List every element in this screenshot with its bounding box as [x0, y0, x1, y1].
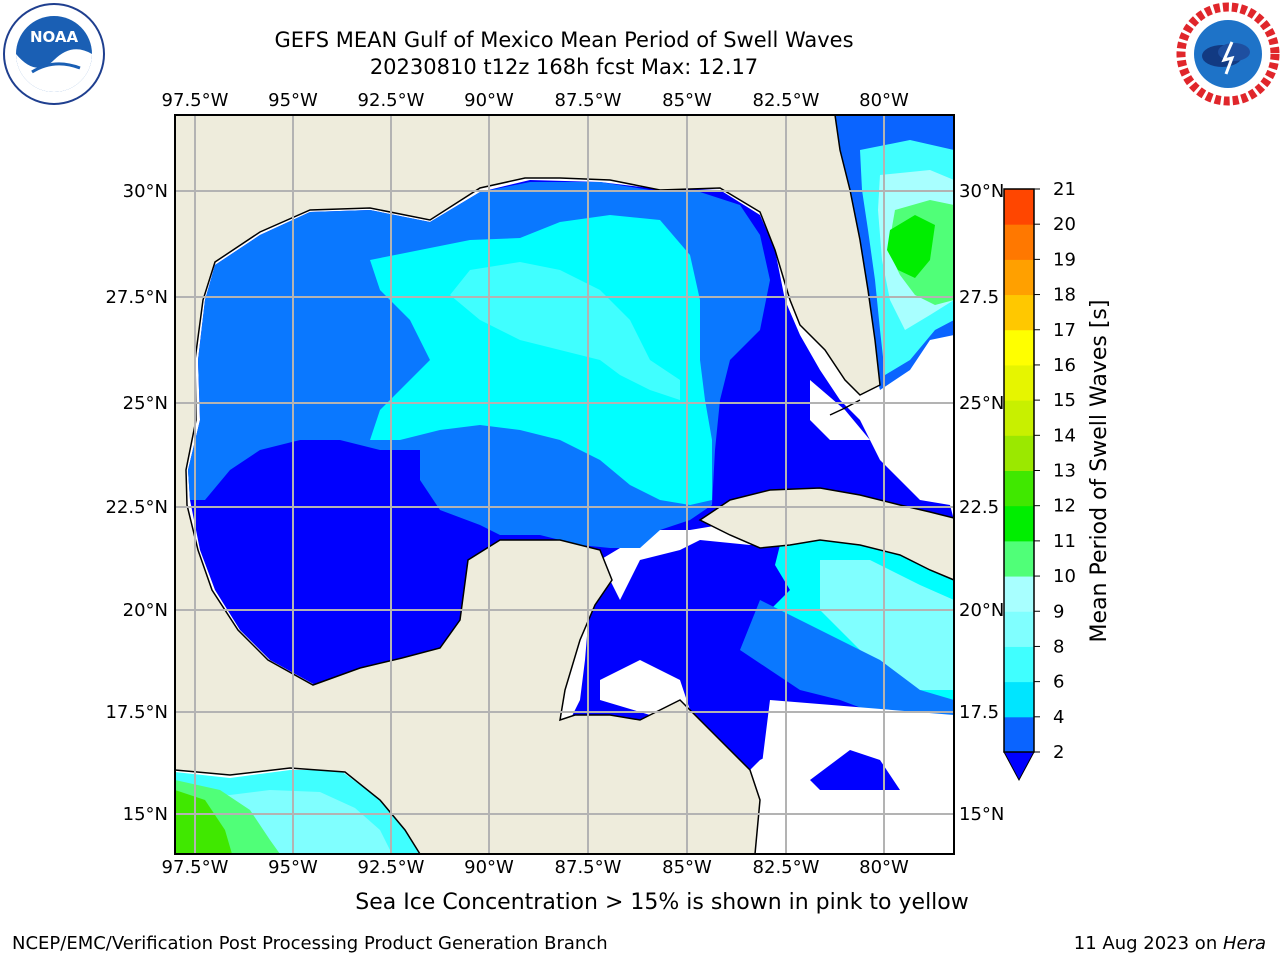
colorbar-tick-label: 9: [1053, 601, 1064, 622]
lon-label-top: 80°W: [859, 90, 909, 111]
lon-label-bottom: 97.5°W: [162, 857, 229, 878]
noaa-logo: NOAA: [3, 3, 105, 105]
colorbar-segment: [1004, 294, 1034, 331]
lon-label-top: 87.5°W: [555, 90, 622, 111]
nws-logo: [1176, 2, 1280, 106]
colorbar-tick-label: 6: [1053, 672, 1064, 693]
colorbar-tick-label: 12: [1053, 496, 1076, 517]
colorbar-segment: [1004, 259, 1034, 296]
colorbar-tick-label: 19: [1053, 249, 1076, 270]
caribbean-medium-blue-region: [740, 600, 954, 715]
lon-label-bottom: 90°W: [464, 857, 514, 878]
graticule: [175, 115, 954, 854]
colorbar-tick-label: 15: [1053, 390, 1076, 411]
pacific-lime-region: [175, 790, 232, 854]
colorbar-segment: [1004, 540, 1034, 577]
colorbar-tick-label: 21: [1053, 179, 1076, 200]
footer-host: Hera: [1222, 933, 1266, 954]
colorbar-tick-label: 2: [1053, 742, 1064, 763]
lon-label-top: 82.5°W: [753, 90, 820, 111]
small-blue-patch: [810, 750, 900, 790]
lat-label-right: 27.5: [959, 287, 999, 308]
colorbar-segment: [1004, 646, 1034, 683]
colorbar-segment: [1004, 400, 1034, 436]
atlantic-bright-green-region: [887, 215, 935, 278]
lat-label-left: 25°N: [123, 393, 168, 414]
colorbar-tick-label: 16: [1053, 355, 1076, 376]
north-america-land: [175, 115, 881, 854]
colorbar-segment: [1004, 224, 1034, 260]
noaa-logo-text: NOAA: [30, 28, 79, 46]
lat-label-right: 22.5: [959, 497, 999, 518]
colorbar-segment: [1004, 681, 1034, 718]
lon-label-bottom: 95°W: [268, 857, 318, 878]
lat-label-right: 17.5: [959, 702, 999, 723]
lon-label-bottom: 80°W: [859, 857, 909, 878]
lon-label-bottom: 82.5°W: [753, 857, 820, 878]
sea-ice-note: Sea Ice Concentration > 15% is shown in …: [355, 890, 969, 915]
lon-label-top: 85°W: [662, 90, 712, 111]
colorbar-tick-label: 18: [1053, 285, 1076, 306]
colorbar-tick-label: 11: [1053, 531, 1076, 552]
lat-label-left: 15°N: [123, 804, 168, 825]
lon-label-bottom: 92.5°W: [358, 857, 425, 878]
colorbar-segment: [1004, 716, 1034, 753]
lat-label-left: 27.5°N: [105, 287, 168, 308]
colorbar-tick-label: 14: [1053, 425, 1076, 446]
chart-title: GEFS MEAN Gulf of Mexico Mean Period of …: [274, 28, 854, 52]
colorbar-underflow-arrow: [1003, 751, 1035, 782]
lat-label-right: 25°N: [959, 393, 1004, 414]
lon-label-top: 97.5°W: [162, 90, 229, 111]
colorbar-segment: [1004, 364, 1034, 401]
colorbar-segment: [1004, 576, 1034, 612]
colorbar-tick-label: 20: [1053, 214, 1076, 235]
no-data-patch: [600, 660, 690, 715]
colorbar-segment: [1004, 470, 1034, 507]
cuba-land: [698, 487, 954, 581]
footer-date: 11 Aug 2023 on: [1073, 933, 1223, 954]
gulf-cyan-region: [370, 215, 712, 505]
footer-credit: NCEP/EMC/Verification Post Processing Pr…: [12, 933, 608, 954]
lon-label-top: 92.5°W: [358, 90, 425, 111]
colorbar-tick-label: 13: [1053, 461, 1076, 482]
chart-subtitle: 20230810 t12z 168h fcst Max: 12.17: [369, 55, 759, 79]
lat-label-left: 17.5°N: [105, 702, 168, 723]
lat-label-left: 20°N: [123, 600, 168, 621]
colorbar-segment: [1004, 189, 1034, 225]
lat-label-left: 30°N: [123, 181, 168, 202]
colorbar-tick-label: 8: [1053, 636, 1064, 657]
map-frame: [174, 114, 955, 855]
colorbar-segment: [1004, 329, 1034, 366]
colorbar-tick-label: 4: [1053, 707, 1064, 728]
colorbar-segment: [1004, 611, 1034, 647]
lon-label-top: 90°W: [464, 90, 514, 111]
caribbean-light-cyan-region: [820, 560, 954, 690]
lat-label-right: 30°N: [959, 181, 1004, 202]
lon-label-bottom: 85°W: [662, 857, 712, 878]
colorbar: 2 4 6 8 9 10 11 12 13 14 15 16 17 18 19 20 21: [1003, 179, 1076, 782]
colorbar-tick-label: 10: [1053, 566, 1076, 587]
footer-timestamp: 11 Aug 2023 on Hera: [1074, 933, 1266, 954]
colorbar-tick-label: 17: [1053, 320, 1076, 341]
colorbar-segment: [1004, 435, 1034, 471]
lon-label-bottom: 87.5°W: [555, 857, 622, 878]
lon-label-top: 95°W: [268, 90, 318, 111]
colorbar-segment: [1004, 505, 1034, 542]
lat-label-left: 22.5°N: [105, 497, 168, 518]
lat-label-right: 15°N: [959, 804, 1004, 825]
colorbar-label: Mean Period of Swell Waves [s]: [1087, 300, 1112, 643]
lat-label-right: 20°N: [959, 600, 1004, 621]
